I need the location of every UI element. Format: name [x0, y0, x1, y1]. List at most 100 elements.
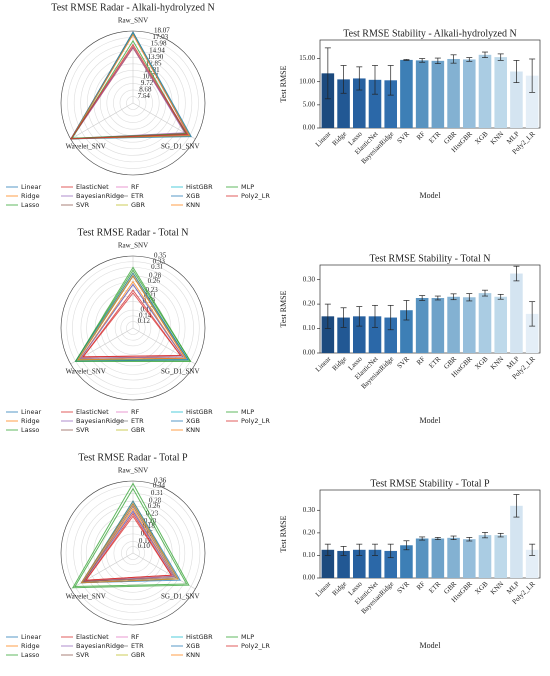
x-tick-label: KNN — [489, 355, 505, 371]
radar-line — [79, 283, 184, 359]
r-tick-label: 0.12 — [139, 537, 152, 545]
r-tick-label: 0.33 — [153, 257, 166, 265]
r-tick-label: 0.35 — [154, 252, 167, 260]
legend-label: MLP — [241, 408, 254, 416]
plot-frame — [319, 489, 541, 579]
legend-label: RF — [131, 633, 140, 641]
bar — [321, 316, 335, 353]
r-tick-label: 15.98 — [151, 40, 167, 48]
error-bar — [419, 295, 426, 301]
radar-spoke — [70, 102, 134, 140]
legend-label: ETR — [131, 192, 144, 200]
x-tick-label: XGB — [473, 130, 489, 146]
y-tick-label: 0.00 — [303, 574, 316, 582]
x-axis-label: Model — [420, 191, 442, 200]
r-tick-label: 0.23 — [145, 286, 158, 294]
legend-label: XGB — [186, 417, 200, 425]
error-bar — [372, 304, 378, 328]
x-tick-label: Linear — [314, 354, 333, 373]
error-bar — [450, 54, 457, 64]
bar — [447, 58, 460, 129]
axis-label: SG_D1_SNV — [161, 593, 200, 601]
r-tick-label: 0.26 — [148, 502, 161, 510]
error-bar — [340, 546, 347, 556]
x-tick-label: ETR — [427, 130, 442, 145]
chart-title: Test RMSE Radar - Total P — [78, 452, 188, 463]
bar — [368, 549, 382, 578]
error-bar — [356, 306, 363, 327]
error-bar — [419, 58, 426, 63]
y-tick-label: 10.00 — [299, 77, 315, 85]
error-bar — [403, 540, 410, 551]
bar — [368, 79, 382, 128]
legend-label: XGB — [186, 642, 200, 650]
error-bar — [513, 265, 520, 282]
r-tick-label: 0.28 — [149, 497, 162, 505]
error-bar — [324, 543, 331, 556]
bar — [447, 537, 460, 578]
y-axis-label: Test RMSE — [279, 515, 288, 552]
legend-label: ETR — [131, 642, 144, 650]
y-tick-label: 0.10 — [303, 551, 316, 559]
radar-frame — [60, 255, 206, 401]
x-axis-label: Model — [420, 416, 442, 425]
y-tick-label: 0.00 — [303, 124, 316, 132]
axis-label: Raw_SNV — [118, 17, 148, 25]
bar — [478, 293, 492, 353]
legend-label: Poly2_LR — [241, 417, 270, 425]
legend-label: Poly2_LR — [241, 642, 270, 650]
legend-label: Ridge — [21, 417, 40, 425]
x-tick-label: Linear — [314, 579, 333, 598]
error-bar — [482, 289, 488, 297]
bar — [368, 316, 382, 353]
legend-label: ElasticNet — [76, 408, 109, 416]
chart-title: Test RMSE Stability - Total P — [370, 478, 490, 489]
legend-label: KNN — [186, 651, 200, 659]
axis-label: Raw_SNV — [118, 467, 148, 475]
bar — [525, 549, 539, 578]
legend-label: RF — [131, 183, 140, 191]
r-tick-label: 0.26 — [148, 277, 161, 285]
axis-label: Wavelet_SNV — [66, 143, 106, 151]
bar — [337, 79, 350, 128]
r-tick-label: 0.23 — [146, 509, 159, 517]
bar — [400, 545, 413, 578]
error-bar — [340, 65, 347, 94]
bar — [494, 535, 507, 578]
error-bar — [466, 537, 473, 542]
legend-label: ETR — [131, 417, 144, 425]
plot-frame — [319, 39, 541, 129]
chart-title: Test RMSE Radar - Alkali-hydrolyzed N — [51, 2, 214, 13]
radar-line — [80, 500, 181, 584]
x-tick-label: RF — [415, 580, 427, 592]
radar-line — [71, 39, 188, 139]
legend-label: BayesianRidge — [76, 642, 124, 650]
r-tick-label: 0.31 — [151, 489, 164, 497]
x-tick-label: RF — [415, 130, 427, 142]
legend-label: ElasticNet — [76, 183, 109, 191]
error-bar — [482, 51, 488, 58]
radar-line — [77, 274, 187, 361]
legend-label: GBR — [131, 426, 145, 434]
r-tick-label: 0.28 — [149, 272, 162, 280]
error-bar — [324, 303, 331, 329]
legend-label: Linear — [21, 633, 42, 641]
legend-label: SVR — [76, 426, 90, 434]
radar-line — [74, 266, 192, 362]
error-bar — [497, 53, 504, 61]
bar — [510, 505, 523, 578]
bar — [415, 538, 429, 578]
bar — [384, 550, 397, 578]
y-tick-label: 0.30 — [303, 506, 316, 514]
bar — [431, 538, 445, 578]
error-bar — [466, 293, 473, 302]
radar-frame — [60, 30, 206, 176]
x-tick-label: SVR — [396, 355, 412, 371]
legend-label: HistGBR — [186, 633, 213, 641]
bar — [478, 535, 492, 578]
r-tick-label: 14.94 — [149, 46, 165, 54]
legend-label: BayesianRidge — [76, 417, 124, 425]
y-tick-label: 0.20 — [303, 300, 316, 308]
legend-label: MLP — [241, 633, 254, 641]
legend-label: Ridge — [21, 192, 40, 200]
